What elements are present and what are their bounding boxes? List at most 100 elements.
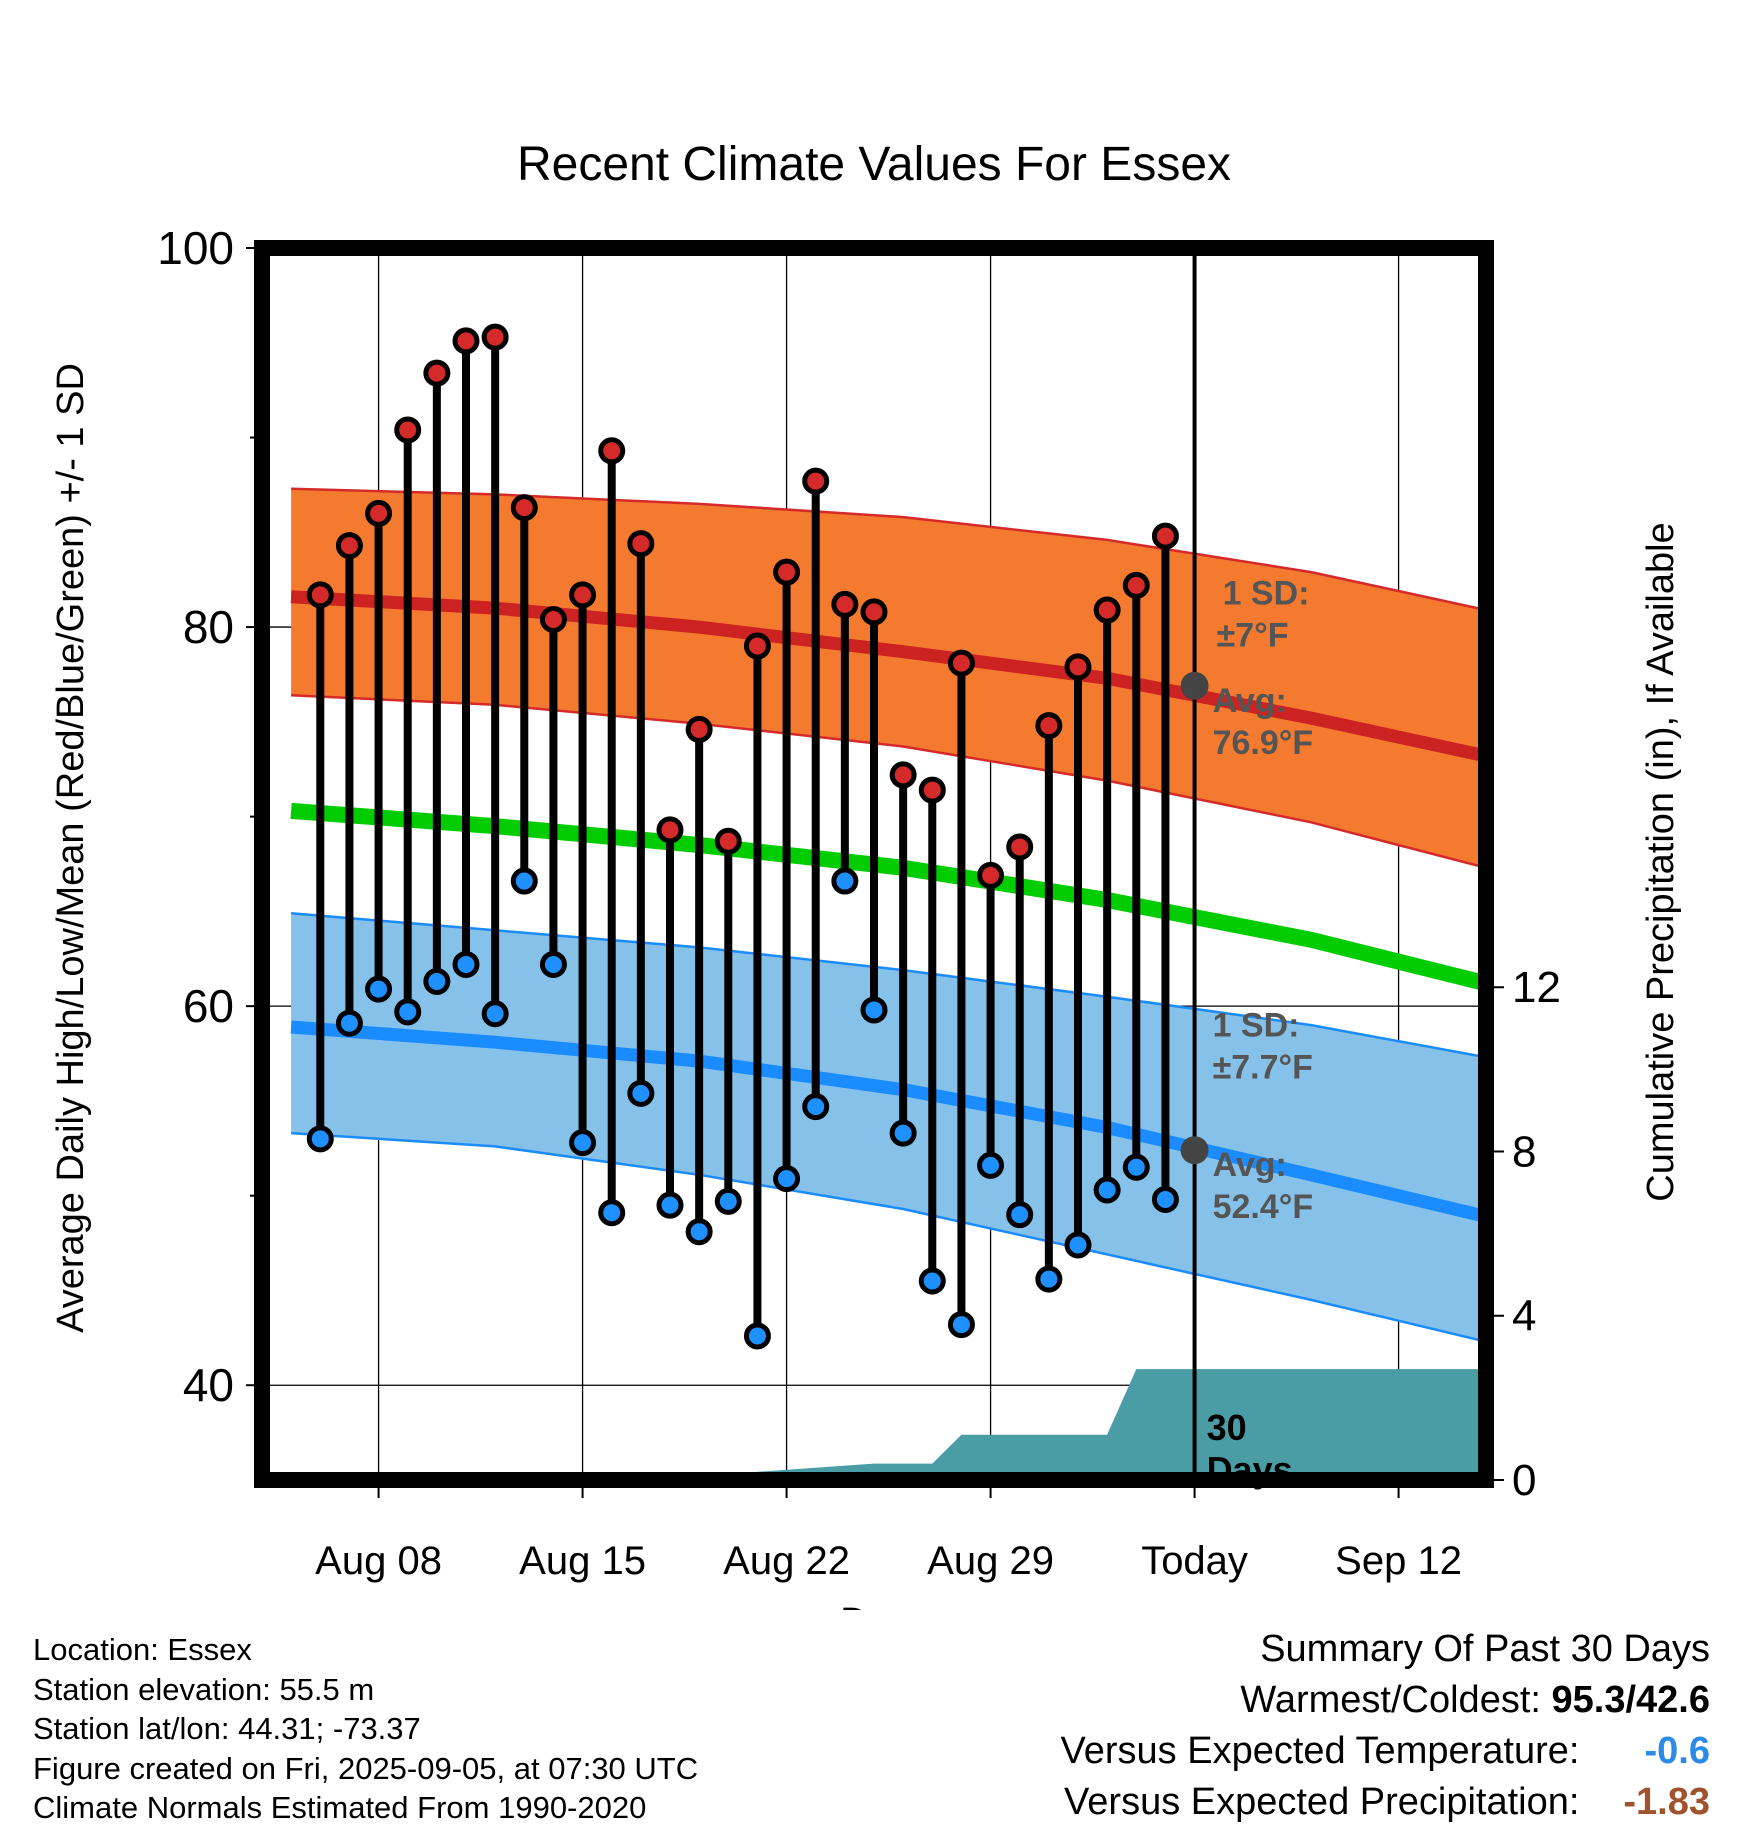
daily-low-point	[481, 1000, 509, 1028]
daily-high-point	[685, 715, 713, 743]
daily-high-point	[481, 323, 509, 351]
daily-high-point	[365, 499, 393, 527]
daily-high-point	[1122, 571, 1150, 599]
days-count-label: 30	[1207, 1407, 1247, 1448]
daily-low-point	[685, 1218, 713, 1246]
warmest-value: 95.3/42.6	[1551, 1679, 1710, 1721]
y2-axis-label: Cumulative Precipitation (in), If Availa…	[1640, 522, 1682, 1201]
precipitation-area	[728, 1369, 1486, 1480]
y2-tick-label: 4	[1512, 1292, 1536, 1341]
daily-high-point	[539, 605, 567, 633]
daily-high-point	[947, 649, 975, 677]
location-text: Location: Essex	[33, 1632, 252, 1667]
summary-title: Summary Of Past 30 Days	[1260, 1628, 1710, 1670]
daily-low-point	[977, 1151, 1005, 1179]
daily-low-point	[539, 950, 567, 978]
daily-low-point	[335, 1009, 363, 1037]
daily-high-point	[1006, 833, 1034, 861]
warmest-label: Warmest/Coldest:	[1240, 1679, 1541, 1721]
daily-low-point	[889, 1119, 917, 1147]
daily-low-point	[1093, 1176, 1121, 1204]
high-sd-value: ±7°F	[1217, 616, 1289, 654]
daily-high-point	[773, 558, 801, 586]
daily-low-point	[656, 1191, 684, 1219]
y2-tick-label: 0	[1512, 1456, 1536, 1505]
daily-low-point	[1035, 1265, 1063, 1293]
plot-inner	[262, 248, 1486, 1480]
daily-high-point	[831, 590, 859, 618]
elevation-text: Station elevation: 55.5 m	[33, 1671, 375, 1707]
x-tick-label: Aug 22	[723, 1539, 850, 1583]
daily-high-point	[860, 598, 888, 626]
daily-low-point	[773, 1165, 801, 1193]
created-text: Figure created on Fri, 2025-09-05, at 07…	[33, 1750, 699, 1786]
daily-low-point	[627, 1079, 655, 1107]
daily-low-point	[743, 1322, 771, 1350]
daily-high-point	[598, 437, 626, 465]
daily-low-point	[802, 1093, 830, 1121]
daily-low-point	[394, 998, 422, 1026]
daily-low-point	[306, 1125, 334, 1153]
daily-high-point	[743, 632, 771, 660]
daily-high-point	[918, 776, 946, 804]
daily-low-point	[947, 1311, 975, 1339]
daily-low-point	[365, 975, 393, 1003]
x-tick-label: Sep 12	[1335, 1539, 1462, 1583]
daily-high-point	[1151, 522, 1179, 550]
x-tick-label: Aug 15	[519, 1539, 646, 1583]
x-tick-label: Today	[1141, 1539, 1248, 1583]
chart-title: Recent Climate Values For Essex	[517, 138, 1231, 191]
today-low-avg-marker	[1180, 1136, 1209, 1165]
daily-high-point	[569, 581, 597, 609]
today-high-avg-marker	[1180, 671, 1209, 700]
daily-low-point	[423, 968, 451, 996]
x-tick-label: Aug 29	[927, 1539, 1054, 1583]
daily-high-point	[1035, 712, 1063, 740]
y-tick-label: 80	[183, 601, 234, 653]
daily-low-point	[510, 867, 538, 895]
summary-panel: Summary Of Past 30 Days Warmest/Coldest:…	[1061, 1624, 1710, 1828]
low-sd-label: 1 SD:	[1213, 1006, 1300, 1044]
y2-tick-label: 8	[1512, 1127, 1536, 1176]
low-avg-label: Avg:	[1213, 1146, 1287, 1184]
daily-low-point	[831, 867, 859, 895]
precip-row: Versus Expected Precipitation: -1.83	[1061, 1777, 1710, 1828]
y2-tick-label: 12	[1512, 963, 1561, 1012]
daily-high-point	[423, 359, 451, 387]
x-axis-label: Day	[840, 1601, 908, 1610]
x-tick-label: Aug 08	[315, 1539, 442, 1583]
temp-row: Versus Expected Temperature: -0.6	[1061, 1726, 1710, 1777]
low-sd-value: ±7.7°F	[1213, 1048, 1313, 1086]
low-avg-value: 52.4°F	[1213, 1188, 1314, 1226]
high-avg-label: Avg:	[1213, 682, 1287, 720]
daily-low-point	[918, 1267, 946, 1295]
y-tick-label: 60	[183, 980, 234, 1032]
precip-label: Versus Expected Precipitation:	[1064, 1781, 1580, 1823]
normals-text: Climate Normals Estimated From 1990-2020	[33, 1790, 647, 1825]
plot-frame	[254, 240, 1494, 1488]
daily-low-point	[452, 950, 480, 978]
high-sd-band	[291, 488, 1486, 868]
daily-high-point	[452, 327, 480, 355]
daily-high-point	[889, 761, 917, 789]
latlon-text: Station lat/lon: 44.31; -73.37	[33, 1711, 421, 1746]
daily-low-point	[1151, 1185, 1179, 1213]
daily-low-point	[1122, 1153, 1150, 1181]
daily-high-point	[1093, 596, 1121, 624]
daily-high-point	[714, 827, 742, 855]
daily-high-point	[656, 816, 684, 844]
daily-high-point	[1064, 653, 1092, 681]
climate-chart: Recent Climate Values For Essex 1 SD: ±7°…	[50, 138, 1682, 1610]
daily-low-point	[714, 1187, 742, 1215]
y-axis-label: Average Daily High/Low/Mean (Red/Blue/Gr…	[50, 363, 92, 1333]
high-sd-label: 1 SD:	[1223, 574, 1310, 612]
daily-high-point	[306, 581, 334, 609]
precip-value: -1.83	[1623, 1781, 1710, 1823]
daily-low-point	[1006, 1201, 1034, 1229]
y-tick-label: 40	[183, 1359, 234, 1411]
daily-low-point	[569, 1129, 597, 1157]
daily-low-point	[860, 996, 888, 1024]
y-tick-label: 100	[157, 222, 234, 274]
station-info: Location: Essex Station elevation: 55.5 …	[33, 1630, 698, 1828]
temp-value: -0.6	[1644, 1730, 1710, 1772]
